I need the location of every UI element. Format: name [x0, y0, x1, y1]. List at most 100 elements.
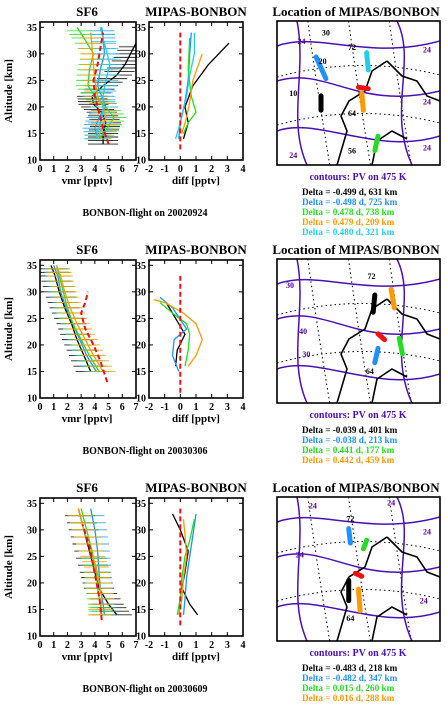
map-body: 72 64 24 24 24 24 24 [277, 497, 440, 641]
parallel [277, 64, 440, 78]
map-label: 72 [348, 43, 356, 52]
x-tick-label: 0 [38, 640, 43, 651]
series-line-green [182, 37, 197, 134]
y-tick-label: 15 [136, 367, 146, 378]
coastline [371, 606, 408, 641]
flight-date-label: BONBON-flight on 20020924 [82, 208, 207, 219]
x-tick-label: 7 [134, 640, 139, 651]
x-tick-label: 2 [209, 402, 214, 413]
pv-contour [396, 259, 413, 403]
y-tick-label: 25 [136, 552, 146, 563]
y-tick-label: 15 [27, 367, 37, 378]
map-label: 24 [309, 502, 317, 511]
x-tick-label: 1 [51, 402, 56, 413]
pv-contour [277, 516, 440, 525]
track-blue [313, 54, 329, 82]
pv-contour [296, 259, 308, 403]
pv-contour [296, 21, 308, 165]
map-label: 10 [289, 89, 297, 98]
y-tick-label: 25 [27, 552, 37, 563]
contour-caption: contours: PV on 475 K [309, 648, 406, 659]
legend-entry: Delta = 0.480 d, 321 km [302, 227, 395, 237]
series-line-green [159, 302, 191, 367]
plot-frame [148, 21, 244, 161]
y-tick-label: 25 [136, 76, 146, 87]
x-tick-label: -2 [145, 164, 153, 175]
map-frame [276, 20, 441, 166]
series-line-orange [153, 299, 203, 367]
y-tick-label: 25 [27, 314, 37, 325]
pv-contour [277, 278, 440, 287]
y-tick-label: 15 [136, 605, 146, 616]
track-cyan [364, 50, 371, 73]
meridian [307, 21, 331, 165]
x-tick-label: 2 [209, 640, 214, 651]
x-tick-label: -1 [160, 402, 168, 413]
map-label: 30 [286, 281, 294, 290]
y-tick-label: 30 [136, 287, 146, 298]
y-tick-label: 15 [136, 129, 146, 140]
plot-frame [39, 21, 137, 161]
contour-caption: contours: PV on 475 K [309, 410, 406, 421]
series-line-black [50, 265, 92, 372]
pv-contour [277, 40, 440, 49]
map-title: Location of MIPAS/BONBON [272, 4, 440, 19]
meridian [388, 259, 412, 403]
x-tick-label: -1 [160, 640, 168, 651]
y-tick-label: 35 [136, 499, 146, 510]
series-line-cyan [174, 32, 196, 139]
legend-entry: Delta = 0.478 d, 738 km [302, 207, 395, 217]
series-line-orange [178, 519, 188, 615]
y-tick-label: 20 [136, 578, 146, 589]
y-tick-label: 25 [27, 76, 37, 87]
x-tick-label: 0 [178, 640, 183, 651]
y-tick-label: 15 [27, 129, 37, 140]
y-tick-label: 20 [27, 102, 37, 113]
y-tick-label: 30 [136, 49, 146, 60]
vmr-title: SF6 [76, 4, 98, 19]
series-line-blue [182, 513, 197, 615]
series-line-orange [181, 53, 203, 134]
y-tick-label: 35 [27, 261, 37, 272]
contour-caption: contours: PV on 475 K [309, 172, 406, 183]
map-label: 24 [296, 550, 304, 559]
pv-contour [277, 602, 440, 619]
legend-entry: Delta = -0.498 d, 725 km [302, 197, 398, 207]
track-red_dashed [356, 84, 371, 92]
map-body: 72 64 56 10 20 30 24 24 24 24 24 [277, 21, 440, 165]
flight-date-label: BONBON-flight on 20030306 [82, 446, 207, 457]
meridian [388, 21, 412, 165]
map-title: Location of MIPAS/BONBON [272, 480, 440, 495]
map-label: 56 [348, 146, 356, 155]
legend-entry: Delta = 0.442 d, 459 km [302, 455, 395, 465]
map-label: 72 [368, 272, 376, 281]
x-tick-label: 7 [134, 164, 139, 175]
figure-panel-3: SF6 MIPAS-BONBON Location of MIPAS/BONBON A… [3, 480, 441, 703]
plot-frame [39, 259, 137, 399]
x-tick-label: 4 [241, 640, 246, 651]
parallel [277, 588, 440, 602]
diff-title: MIPAS-BONBON [145, 242, 247, 257]
coastline [386, 60, 440, 102]
x-tick-label: 0 [38, 164, 43, 175]
x-tick-label: 3 [79, 402, 84, 413]
map-label: 72 [346, 514, 354, 523]
x-tick-label: 1 [194, 402, 199, 413]
x-tick-label: 3 [79, 164, 84, 175]
y-tick-label: 35 [27, 23, 37, 34]
pv-contour [277, 126, 440, 143]
map-label: 24 [423, 527, 431, 536]
series-line-red_dashed [80, 291, 109, 383]
map-frame [276, 496, 441, 642]
plot-frame [148, 497, 244, 637]
series-line-orange [55, 265, 104, 372]
parallel [277, 112, 440, 126]
coastline [336, 60, 388, 165]
x-tick-label: 2 [65, 640, 70, 651]
altitude-axis-label: Altitude [km] [3, 297, 15, 361]
y-tick-label: 20 [27, 340, 37, 351]
track-green [360, 537, 370, 552]
diff-axis-label: diff [pptv] [172, 413, 220, 425]
pv-contour [277, 364, 440, 381]
y-tick-label: 10 [136, 394, 146, 405]
